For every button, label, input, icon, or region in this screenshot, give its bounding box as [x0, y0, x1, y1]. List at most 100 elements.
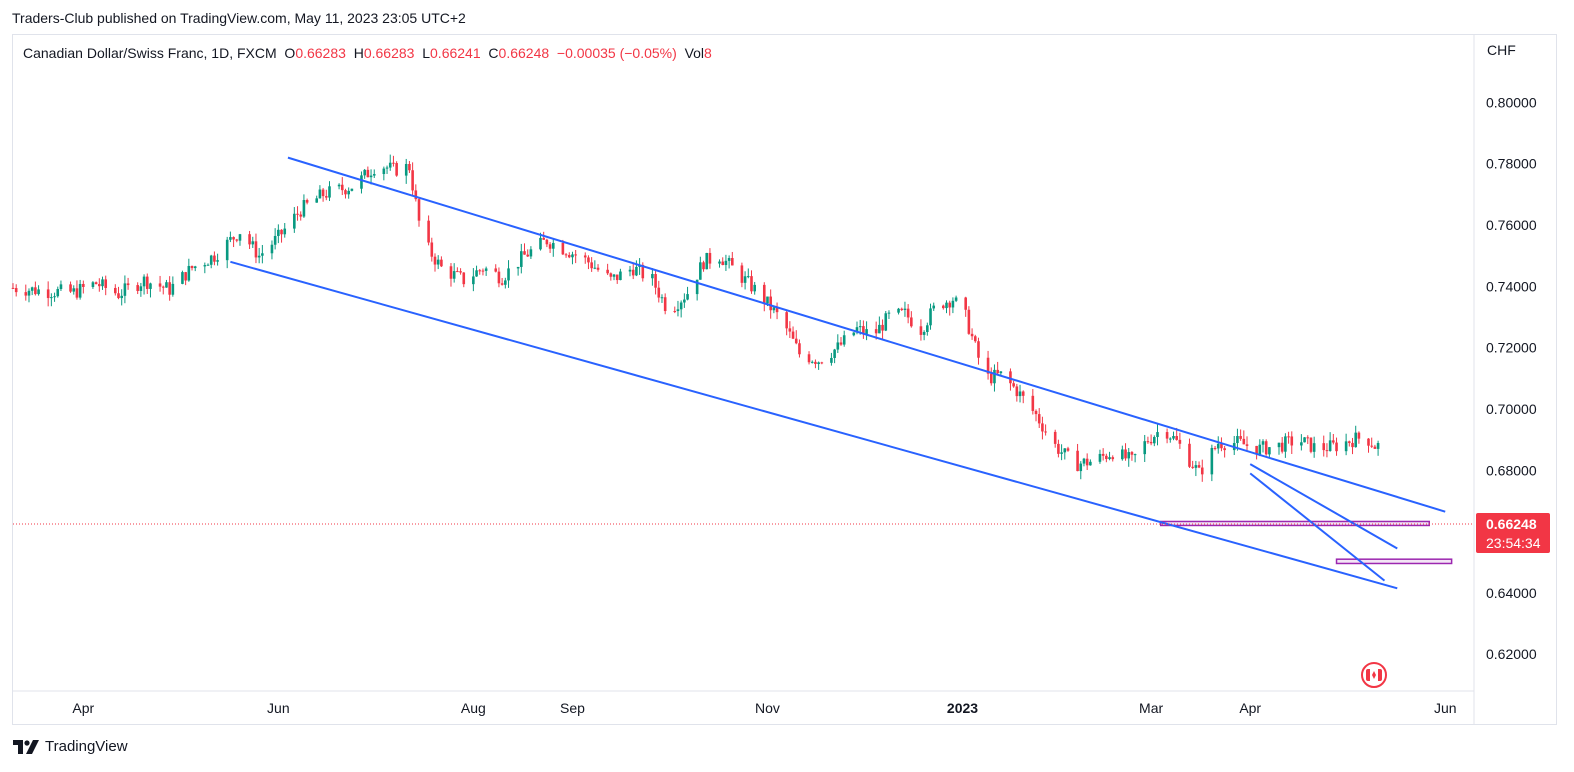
candle: [954, 295, 958, 303]
trendline[interactable]: [230, 260, 1398, 590]
candle: [679, 300, 683, 318]
candle: [1044, 424, 1047, 436]
candle: [948, 300, 952, 316]
candle: [101, 276, 104, 290]
candle: [615, 274, 619, 284]
trendline[interactable]: [287, 156, 1446, 513]
candle: [126, 277, 130, 290]
time-tick-label: Mar: [1139, 700, 1163, 716]
support-zone[interactable]: [1159, 520, 1430, 527]
price-tick-label: 0.80000: [1486, 94, 1537, 110]
candle: [1245, 436, 1249, 452]
candle: [203, 262, 207, 274]
candle: [50, 293, 53, 307]
candle: [363, 168, 366, 179]
candle: [798, 339, 801, 358]
candle: [369, 169, 373, 185]
candle: [251, 236, 255, 248]
trendline[interactable]: [1249, 463, 1398, 550]
candle: [973, 334, 977, 343]
candle: [500, 277, 504, 286]
candle: [1124, 443, 1127, 461]
candle: [69, 281, 72, 293]
candle: [1348, 440, 1351, 447]
candle: [372, 169, 376, 178]
candle: [293, 207, 296, 233]
candle: [526, 249, 530, 257]
candle: [881, 319, 884, 339]
candle: [452, 263, 456, 283]
time-tick-label: Jun: [1434, 700, 1457, 716]
trendline[interactable]: [1249, 472, 1386, 582]
candle: [1060, 444, 1063, 461]
candle: [977, 337, 980, 365]
candle: [1287, 431, 1290, 444]
time-tick-label: Apr: [72, 700, 94, 716]
candle: [475, 265, 478, 277]
candle: [1037, 408, 1041, 429]
candle: [82, 280, 85, 294]
candle: [1146, 436, 1150, 444]
candle: [996, 361, 999, 375]
candle: [769, 289, 772, 319]
candle: [404, 158, 408, 184]
candle: [388, 154, 392, 171]
volume-value: 8: [704, 45, 712, 61]
price-tick-label: 0.72000: [1486, 340, 1537, 356]
candle: [206, 263, 210, 266]
candle: [168, 276, 171, 301]
candle: [1367, 438, 1370, 453]
candle: [1290, 431, 1294, 454]
candle: [583, 252, 587, 264]
candle: [1111, 455, 1115, 462]
zones-layer: [1159, 520, 1453, 565]
candle: [14, 284, 18, 297]
candle: [1255, 445, 1258, 460]
candle: [906, 304, 910, 324]
candle: [296, 206, 299, 221]
candle: [184, 271, 187, 286]
price-axis[interactable]: 0.80000 0.78000 0.76000 0.74000 0.72000 0.700…: [1486, 94, 1537, 662]
candle: [993, 364, 996, 392]
candle: [862, 320, 865, 339]
candle: [619, 268, 622, 281]
candle: [56, 286, 60, 298]
candle: [94, 281, 98, 285]
candle: [1309, 437, 1313, 454]
candle: [440, 256, 443, 268]
candle: [472, 268, 475, 292]
volume-label: Vol: [684, 45, 705, 61]
candle: [1041, 416, 1044, 440]
time-axis[interactable]: Apr Jun Aug Sep Nov 2023 Mar Apr Jun: [72, 700, 1456, 716]
candle: [631, 263, 635, 280]
candle: [427, 215, 430, 246]
candle: [1354, 425, 1358, 448]
candle: [302, 194, 306, 218]
candle: [261, 244, 264, 264]
candle: [366, 166, 370, 178]
canada-flag-icon: [1361, 662, 1387, 688]
candle: [910, 311, 913, 328]
candle: [676, 300, 680, 317]
symbol-name[interactable]: Canadian Dollar/Swiss Franc, 1D, FXCM: [23, 45, 277, 61]
candle: [945, 300, 948, 314]
candle: [660, 294, 664, 303]
candle: [417, 198, 421, 227]
candle: [817, 361, 820, 370]
support-zone[interactable]: [1335, 558, 1453, 565]
candle: [833, 348, 836, 364]
candle: [964, 296, 967, 317]
candle: [324, 189, 328, 201]
candle: [1082, 457, 1086, 467]
candle: [967, 306, 971, 335]
change-value: −0.00035 (−0.05%): [556, 45, 677, 61]
candle: [481, 268, 485, 276]
candle: [897, 307, 900, 315]
footer-brand[interactable]: TradingView: [13, 738, 128, 755]
candle: [59, 280, 63, 292]
candle: [238, 233, 242, 246]
candle: [942, 304, 945, 310]
candle: [1156, 424, 1159, 446]
candle: [414, 184, 418, 202]
